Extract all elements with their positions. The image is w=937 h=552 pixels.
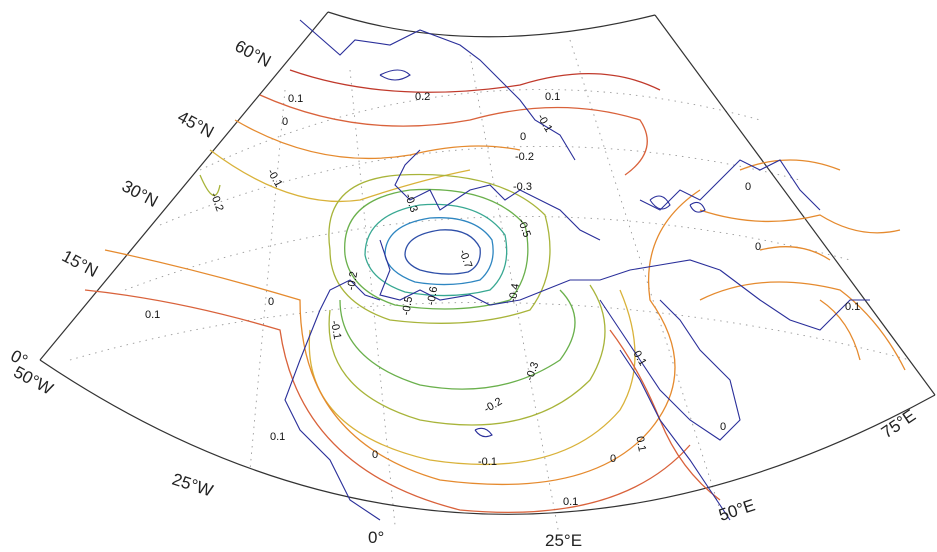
longitude-labels: 50°W 25°W 0° 25°E 50°E 75°E [10, 362, 919, 550]
lat-label-60N: 60°N [232, 36, 274, 71]
contour-label: 0 [610, 453, 616, 465]
lat-label-30N: 30°N [119, 176, 161, 211]
lon-label-0: 0° [368, 528, 384, 547]
contour-label: -0.6 [425, 286, 440, 307]
contour-0-east [699, 209, 906, 371]
latitude-labels: 60°N 45°N 30°N 15°N 0° [8, 36, 275, 370]
contour-label: 0 [755, 241, 761, 253]
contour-label: 0.1 [270, 431, 285, 443]
contour-label: 0 [268, 296, 274, 308]
contour-lines [84, 69, 906, 513]
contour-neg0.4-ring [364, 203, 508, 297]
contour-neg0.2-ring [199, 173, 551, 324]
map-frame [39, 11, 936, 515]
contour-label: 0.1 [145, 309, 160, 321]
lon-label-25W: 25°W [170, 470, 216, 501]
contour-neg0.1-west [209, 149, 471, 203]
contour-label: 0 [745, 181, 751, 193]
contour-0.1-north [259, 94, 648, 176]
contour-label: 0.1 [563, 496, 578, 508]
contour-label: 0 [282, 116, 288, 128]
contour-neg0.3-south [339, 289, 576, 390]
contour-label: -0.1 [328, 320, 343, 341]
contour-0-south [104, 189, 701, 486]
lon-label-75E: 75°E [878, 406, 919, 442]
contour-label: -0.4 [507, 283, 522, 304]
contour-0.1-west [84, 289, 691, 513]
contour-neg0.3-ring [344, 188, 529, 310]
contour-neg0.1-south [308, 289, 636, 466]
contour-0-fareast [739, 159, 861, 361]
lat-label-15N: 15°N [59, 246, 101, 281]
contour-0.2 [289, 69, 661, 93]
contour-label: -0.2 [482, 396, 504, 416]
contour-label: 0 [520, 131, 526, 143]
contour-label: -0.2 [345, 271, 360, 292]
contour-label: -0.2 [208, 191, 226, 213]
lat-label-0: 0° [8, 346, 31, 370]
contour-label: 0 [372, 449, 378, 461]
contour-0-northwest [234, 119, 521, 160]
lon-label-25E: 25°E [545, 531, 582, 550]
contour-label: -0.5 [400, 296, 415, 317]
coastlines [284, 19, 870, 521]
contour-label: -0.1 [265, 167, 285, 189]
contour-label: -0.2 [515, 151, 534, 163]
contour-label: 0.2 [415, 91, 430, 103]
contour-neg0.6-ring [404, 229, 481, 275]
contour-label: 0 [720, 421, 726, 433]
contour-neg0.5-ring [384, 217, 494, 286]
contour-label: -0.1 [535, 112, 555, 134]
contour-label: 0.1 [845, 301, 860, 313]
contour-labels: 0.2 0.1 0 -0.1 -0.2 -0.1 0.1 0 -0.2 -0.3… [145, 91, 860, 508]
contour-label: 0.1 [288, 93, 303, 105]
contour-label: -0.3 [402, 192, 420, 214]
lon-label-50E: 50°E [716, 495, 757, 525]
contour-label: -0.3 [513, 181, 532, 193]
contour-neg0.2-south [328, 284, 606, 426]
contour-label: -0.7 [456, 248, 474, 270]
lat-label-45N: 45°N [175, 107, 217, 142]
contour-label: -0.5 [515, 217, 533, 239]
contour-label: 0.1 [633, 435, 647, 452]
lon-label-50W: 50°W [10, 362, 56, 398]
contour-label: 0.1 [545, 91, 560, 103]
contour-0.1-southeast [609, 329, 721, 501]
contour-label: -0.3 [524, 360, 542, 382]
contour-label: -0.1 [478, 456, 497, 468]
